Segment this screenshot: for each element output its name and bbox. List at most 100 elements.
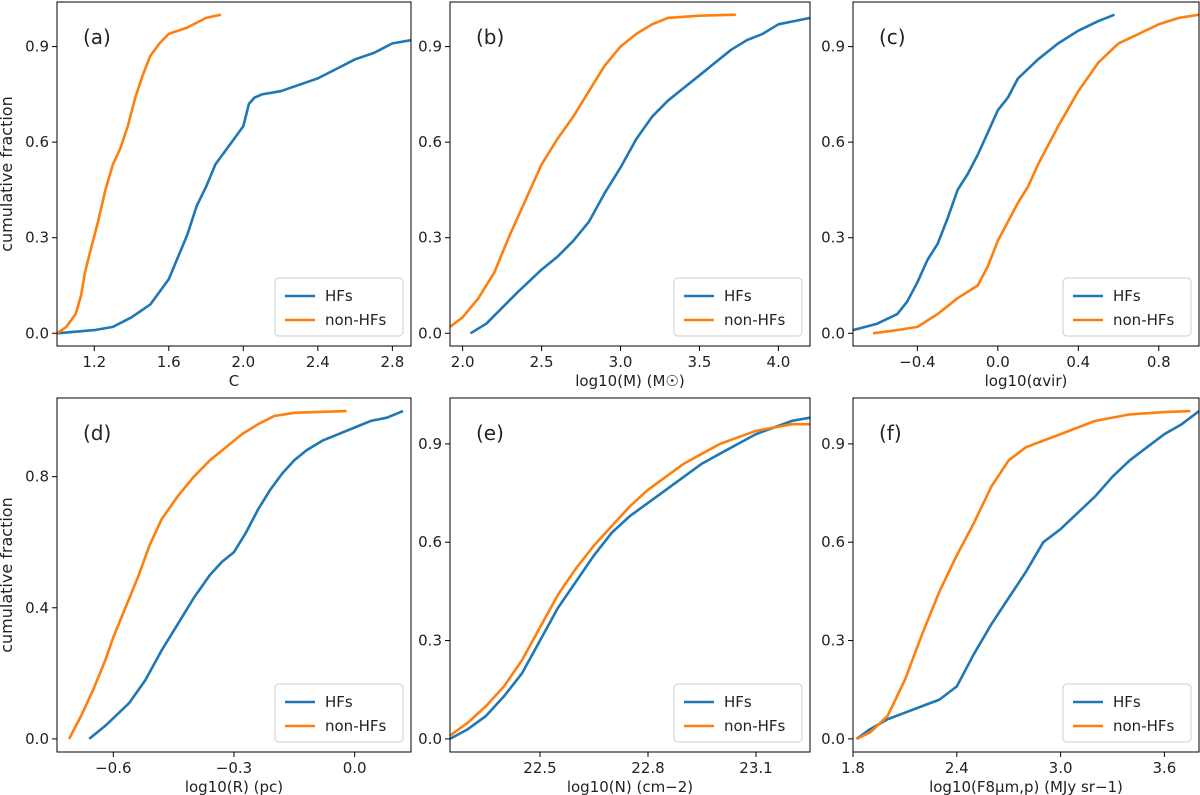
series-line-hfs (855, 410, 1199, 740)
x-tick-label: 1.8 (841, 759, 865, 777)
legend: HFs non-HFs (274, 683, 404, 743)
x-tick-label: 3.0 (1049, 759, 1073, 777)
legend-label-non-hfs: non-HFs (325, 311, 387, 329)
panel-label: (f) (879, 421, 902, 445)
y-tick-label: 0.3 (821, 632, 845, 650)
x-tick-label: −0.6 (95, 759, 131, 777)
axes-frame (56, 1, 412, 347)
y-tick-label: 0.0 (418, 324, 442, 342)
x-axis-label: log10(M) (M☉) (575, 372, 684, 390)
x-tick-label: 22.5 (523, 759, 556, 777)
series-line-non-hfs (67, 409, 347, 740)
x-tick-label: 2.4 (306, 353, 330, 371)
y-tick-label: 0.3 (821, 229, 845, 247)
x-tick-label: 22.8 (631, 759, 664, 777)
legend-label-hfs: HFs (1113, 287, 1141, 305)
x-tick-label: 0.8 (1147, 353, 1171, 371)
legend-box (274, 277, 404, 337)
y-tick-label: 0.0 (25, 324, 49, 342)
x-tick-label: 0.0 (986, 353, 1010, 371)
y-tick-label: 0.3 (418, 632, 442, 650)
legend-box (1062, 277, 1192, 337)
x-tick-label: 4.0 (766, 353, 790, 371)
legend-box (274, 683, 404, 743)
y-tick-label: 0.9 (821, 435, 845, 453)
y-tick-label: 0.6 (821, 133, 845, 151)
y-tick-label: 0.0 (418, 730, 442, 748)
x-axis-label: log10(αvir) (985, 372, 1068, 390)
legend-label-non-hfs: non-HFs (1113, 311, 1175, 329)
panel-label: (a) (83, 25, 111, 49)
series-line-non-hfs (450, 422, 810, 737)
x-axis-label: log10(N) (cm−2) (567, 778, 693, 795)
y-axis-label: cumulative fraction (0, 96, 16, 252)
x-axis-label: C (229, 372, 239, 390)
y-tick-label: 0.6 (25, 133, 49, 151)
x-tick-label: 1.6 (157, 353, 181, 371)
legend: HFs non-HFs (274, 277, 404, 337)
x-tick-label: 2.0 (451, 353, 475, 371)
legend: HFs non-HFs (1062, 277, 1192, 337)
y-tick-label: 0.9 (418, 435, 442, 453)
axes-frame (449, 1, 811, 347)
series-line-non-hfs (450, 13, 736, 328)
x-axis-label: log10(R) (pc) (185, 778, 283, 795)
x-tick-label: 2.5 (530, 353, 554, 371)
y-tick-label: 0.0 (25, 730, 49, 748)
legend-label-hfs: HFs (724, 287, 752, 305)
y-tick-label: 0.0 (821, 324, 845, 342)
y-tick-label: 0.3 (418, 229, 442, 247)
legend-label-non-hfs: non-HFs (724, 717, 786, 735)
x-tick-label: 2.8 (380, 353, 404, 371)
legend-label-non-hfs: non-HFs (325, 717, 387, 735)
x-tick-label: 2.0 (231, 353, 255, 371)
legend-box (673, 683, 803, 743)
x-tick-label: 23.1 (739, 759, 772, 777)
panel-label: (c) (879, 25, 906, 49)
y-tick-label: 0.6 (418, 133, 442, 151)
series-line-hfs (853, 13, 1115, 332)
axes-frame (449, 397, 811, 753)
legend-box (673, 277, 803, 337)
legend-label-non-hfs: non-HFs (724, 311, 786, 329)
y-tick-label: 0.9 (821, 38, 845, 56)
legend-label-hfs: HFs (724, 693, 752, 711)
y-tick-label: 0.9 (418, 38, 442, 56)
series-line-hfs (450, 416, 810, 741)
x-axis-label: log10(F8µm,p) (MJy sr−1) (929, 778, 1123, 795)
x-tick-label: 3.0 (609, 353, 633, 371)
panel-label: (b) (476, 25, 504, 49)
series-line-hfs (469, 16, 810, 335)
y-tick-label: 0.3 (25, 229, 49, 247)
x-tick-label: −0.4 (899, 353, 935, 371)
panel-e: 22.5 22.8 23.1 0.0 0.3 0.6 0.9 log10(N) (cm−2) (… (418, 397, 811, 795)
legend-label-hfs: HFs (1113, 693, 1141, 711)
axes-frame (852, 1, 1200, 347)
y-tick-label: 0.6 (418, 533, 442, 551)
panel-f: 1.8 2.4 3.0 3.6 0.0 0.3 0.6 0.9 log10(F8µm,p) (M… (821, 397, 1200, 795)
series-line-hfs (57, 38, 411, 335)
series-line-non-hfs (855, 409, 1191, 741)
y-tick-label: 0.8 (25, 468, 49, 486)
legend: HFs non-HFs (673, 277, 803, 337)
series-line-hfs (88, 409, 404, 740)
series-line-non-hfs (872, 13, 1199, 335)
x-tick-label: 0.4 (1066, 353, 1090, 371)
legend-label-non-hfs: non-HFs (1113, 717, 1175, 735)
axes-frame (852, 397, 1200, 753)
x-tick-label: 2.4 (945, 759, 969, 777)
x-tick-label: 0.0 (343, 759, 367, 777)
legend: HFs non-HFs (1062, 683, 1192, 743)
x-tick-label: −0.3 (216, 759, 252, 777)
legend: HFs non-HFs (673, 683, 803, 743)
y-tick-label: 0.0 (821, 730, 845, 748)
y-tick-label: 0.4 (25, 599, 49, 617)
legend-label-hfs: HFs (325, 287, 353, 305)
panel-label: (e) (476, 421, 504, 445)
x-tick-label: 1.2 (82, 353, 106, 371)
y-axis-label: cumulative fraction (0, 497, 16, 653)
panel-b: 2.0 2.5 3.0 3.5 4.0 0.0 0.3 0.6 0.9 log10(M) (M☉)… (418, 1, 811, 390)
x-tick-label: 3.6 (1152, 759, 1176, 777)
